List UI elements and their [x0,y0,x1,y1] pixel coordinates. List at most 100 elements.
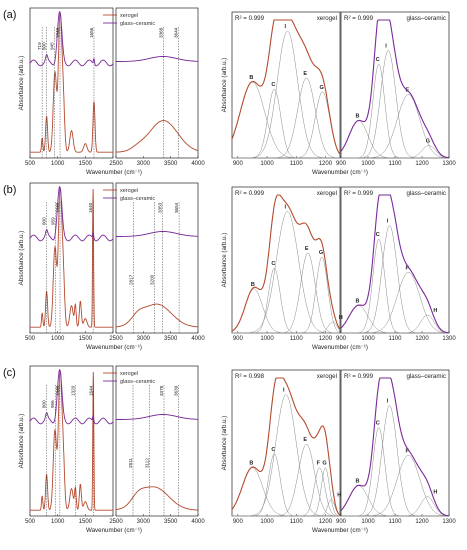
deconv-tick-label: 900 [336,519,347,525]
ftir-tick-label: 3000 [137,336,151,342]
y-axis-label: Absorbance (arb.u.) [221,233,228,288]
gaussian-component [340,120,449,159]
x-axis-label: Wavenumber (cm⁻¹) [86,527,142,534]
component-label: B [251,282,255,288]
deconv-tick-label: 900 [233,336,244,342]
deconv-axes [231,369,341,517]
gaussian-component [231,467,340,517]
component-label: C [271,447,275,453]
peak-label: 1320 [70,385,75,396]
peak-label: 2817 [128,274,133,285]
peak-label: 945 [50,42,55,50]
component-label: B [356,114,360,120]
xerogel-line [116,120,199,153]
ftir-axes-left [29,365,114,517]
envelope-line [340,19,449,159]
deconv-axes [231,186,341,334]
peak-label: 3378 [159,385,164,396]
xerogel-line [30,188,113,328]
deconv-sample-label: xerogel [317,373,337,380]
deconv-sample-label: glass–ceramic [406,190,446,197]
legend-glass-ceramic: glass–ceramic [120,196,155,202]
component-label: H [433,490,437,496]
gaussian-component [341,94,449,159]
component-label: C [376,232,380,238]
peak-label: 1640 [88,202,93,213]
ftir-tick-label: 1000 [51,161,65,167]
x-axis-label: Wavenumber (cm⁻¹) [312,527,368,534]
deconv-tick-label: 1200 [319,519,333,525]
peak-label: 3368 [158,27,163,38]
deconv-tick-label: 900 [336,336,347,342]
component-label: B [356,298,360,304]
glass-ceramic-line [116,414,198,420]
deconv-tick-label: 1200 [319,336,333,342]
y-axis-label: Absorbance (arb.u.) [221,58,228,113]
legend-xerogel: xerogel [120,13,138,19]
deconv-tick-label: 1100 [389,519,403,525]
gaussian-component [341,496,449,517]
component-label: G [322,461,326,467]
component-label: E [305,246,309,252]
deconv-tick-label: 1300 [442,161,456,167]
ftir-tick-label: 1500 [79,161,93,167]
deconv-tick-label: 1300 [442,336,456,342]
ftir-tick-label: 1000 [51,336,65,342]
component-label: I [283,388,285,394]
deconv-tick-label: 1100 [389,161,403,167]
peak-label: 956 [50,400,55,408]
gaussian-component [232,467,340,517]
deconv-tick-label: 1200 [319,161,333,167]
envelope-line [231,194,341,332]
deconv-tick-label: 1000 [260,519,274,525]
gaussian-component [341,405,449,517]
component-label: C [271,82,275,88]
gaussian-component [341,145,449,159]
deconv-axes [231,11,341,159]
gaussian-component [341,239,449,334]
component-label: G [319,85,323,91]
ftir-tick-label: 500 [25,161,36,167]
peak-label: 3644 [174,27,179,38]
envelope-line [231,19,341,155]
peak-label: 3200 [149,274,154,285]
gaussian-component [232,211,340,334]
deconv-sample-label: glass–ceramic [406,15,446,22]
legend-xerogel: xerogel [120,371,138,377]
component-label: B [249,461,253,467]
panel-label: (a) [3,9,16,21]
peak-label: 1644 [88,385,93,396]
panel-label: (c) [3,367,16,379]
ftir-axes-right [115,365,199,517]
r-squared: R² = 0.999 [344,373,374,380]
gaussian-component [232,91,340,159]
component-label: I [284,205,286,211]
panel-label: (b) [3,184,16,196]
deconv-tick-label: 900 [233,519,244,525]
deconv-tick-label: 900 [336,161,347,167]
gaussian-component [232,267,340,334]
ftir-axes-left [29,7,114,159]
gaussian-component [231,288,340,334]
ftir-tick-label: 1000 [51,519,65,525]
component-label: E [303,71,307,77]
xerogel-line [30,371,113,511]
component-label: F [406,448,410,454]
deconv-tick-label: 1000 [260,336,274,342]
deconv-tick-label: 1100 [290,336,304,342]
gaussian-component [232,88,340,159]
ftir-tick-label: 500 [25,519,36,525]
peak-label: 3112 [144,458,149,468]
envelope-line [231,377,341,516]
gaussian-component [341,427,449,517]
ftir-axes-left [29,182,114,334]
y-axis-label: Absorbance (arb.u.) [221,416,228,471]
component-label: I [387,399,389,405]
deconv-sample-label: xerogel [317,15,337,22]
ftir-tick-label: 4000 [191,336,205,342]
gaussian-component [232,499,340,517]
gaussian-component [232,30,340,159]
deconv-tick-label: 1300 [442,519,456,525]
deconv-tick-label: 1200 [415,336,429,342]
